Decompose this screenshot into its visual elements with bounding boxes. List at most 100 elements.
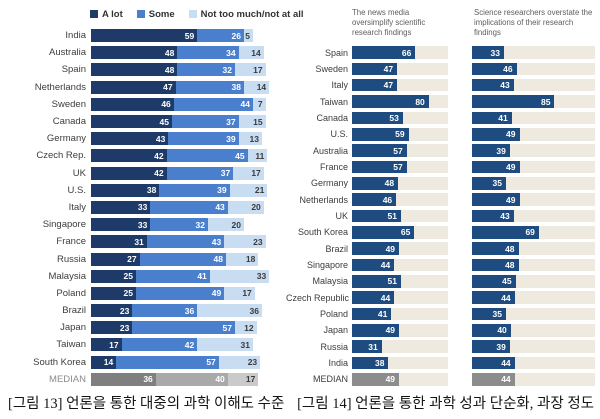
bar-track: 33 — [472, 46, 595, 59]
chart-legend: A lot Some Not too much/not at all — [90, 8, 304, 20]
bar-segment: 43 — [146, 235, 225, 249]
bar-fill: 44 — [472, 373, 515, 386]
bar-track: 43 — [472, 78, 595, 92]
row-label: South Korea — [33, 356, 86, 368]
bar-track: 53 — [352, 111, 448, 125]
bar-segment: 57 — [132, 321, 235, 335]
bar-segment: 42 — [121, 338, 198, 352]
bar-track: 65 — [352, 226, 448, 239]
bar-fill: 40 — [472, 324, 511, 337]
bar-row: India 59 26 5 — [4, 27, 296, 44]
bar-segment: 17 — [233, 166, 264, 180]
legend-swatch-icon — [188, 10, 197, 18]
bar-row: Netherlands 46 49 — [286, 191, 598, 207]
bar-track: 44 — [352, 258, 448, 272]
figure-captions: [그림 13] 언론을 통한 대중의 과학 이해도 수준 [그림 14] 언론을… — [8, 392, 594, 413]
bar-track: 40 — [472, 324, 595, 337]
bar-segment: 48 — [91, 46, 178, 60]
bar-stack: 43 39 13 — [91, 132, 262, 146]
row-label: U.S. — [67, 184, 86, 196]
bar-fill: 39 — [472, 340, 510, 353]
bar-fill: 35 — [472, 177, 506, 190]
bar-row: Taiwan 17 42 31 — [4, 336, 296, 353]
row-label: Poland — [56, 287, 86, 299]
row-label: Sweden — [315, 63, 348, 74]
bar-segment: 5 — [243, 29, 253, 43]
bar-segment: 23 — [91, 321, 133, 335]
caption-fig13: [그림 13] 언론을 통한 대중의 과학 이해도 수준 — [8, 396, 285, 412]
row-label: Russia — [56, 253, 86, 265]
bar-track: 44 — [472, 373, 595, 386]
bar-segment: 43 — [150, 200, 228, 214]
bar-track: 49 — [472, 128, 595, 141]
bar-segment: 36 — [197, 304, 262, 318]
bar-segment: 17 — [227, 372, 259, 386]
bar-track: 49 — [472, 193, 595, 206]
row-label: MEDIAN — [312, 374, 348, 385]
row-label: MEDIAN — [49, 373, 86, 385]
bar-segment: 32 — [177, 63, 235, 77]
bar-row: Spain 48 32 17 — [4, 61, 296, 78]
bar-segment: 11 — [247, 149, 268, 163]
bar-track: 66 — [352, 46, 448, 59]
row-label: Australia — [49, 47, 86, 59]
bar-row: France 57 49 — [286, 159, 598, 175]
row-label: Poland — [319, 309, 348, 320]
row-label: Japan — [60, 322, 86, 334]
row-label: Czech Rep. — [36, 150, 86, 162]
bar-segment: 40 — [155, 372, 228, 386]
bar-segment: 41 — [136, 269, 210, 283]
legend-label: A lot — [102, 8, 123, 20]
bar-row: Canada 53 41 — [286, 110, 598, 126]
legend-item: A lot — [90, 9, 123, 20]
bar-track: 47 — [352, 62, 448, 76]
bar-segment: 42 — [91, 149, 167, 163]
bar-segment: 44 — [173, 97, 253, 111]
bar-segment: 36 — [91, 372, 156, 386]
bar-track: 57 — [352, 144, 448, 157]
row-label: South Korea — [297, 227, 348, 238]
bar-fill: 46 — [472, 62, 517, 76]
bar-segment: 20 — [207, 218, 244, 232]
bar-segment: 45 — [91, 115, 172, 129]
right-chart-headers: The news media oversimplify scientific r… — [352, 8, 598, 38]
bar-segment: 12 — [234, 321, 257, 335]
bar-fill: 57 — [352, 144, 407, 157]
bar-segment: 14 — [91, 355, 117, 369]
legend-item: Some — [136, 8, 175, 20]
bar-track: 80 — [352, 95, 448, 108]
bar-segment: 21 — [229, 183, 268, 197]
bar-track: 49 — [352, 324, 448, 337]
row-label: Germany — [310, 178, 348, 189]
bar-track: 59 — [352, 128, 448, 141]
row-label: Japan — [323, 325, 348, 336]
left-chart-rows: India 59 26 5 Australia 48 34 14 Spain 48 32 17 Neth… — [4, 27, 296, 388]
bar-fill: 47 — [352, 78, 398, 92]
bar-fill: 39 — [472, 144, 510, 157]
bar-stack: 36 40 17 — [91, 372, 259, 386]
bar-track: 31 — [352, 340, 448, 353]
bar-fill: 51 — [352, 275, 401, 288]
legend-swatch-icon — [90, 10, 98, 18]
bar-row: Germany 48 35 — [286, 175, 598, 191]
bar-row: UK 42 37 17 — [4, 165, 296, 182]
bar-row: Japan 23 57 12 — [4, 319, 296, 336]
bar-track: 46 — [352, 193, 448, 206]
row-label: India — [328, 358, 348, 369]
bar-fill: 85 — [472, 95, 555, 108]
bar-segment: 17 — [234, 63, 266, 77]
bar-segment: 25 — [91, 269, 136, 283]
bar-fill: 49 — [352, 373, 400, 386]
bar-segment: 48 — [139, 252, 226, 266]
science-understanding-chart: A lot Some Not too much/not at all India 59… — [4, 8, 304, 388]
bar-stack: 25 49 17 — [91, 286, 255, 300]
bar-fill: 43 — [472, 78, 514, 92]
bar-fill: 38 — [352, 356, 389, 370]
row-label: Australia — [312, 145, 348, 156]
bar-fill: 44 — [472, 291, 515, 304]
row-label: Spain — [324, 47, 348, 58]
row-label: Italy — [68, 201, 86, 213]
legend-label: Some — [148, 8, 175, 20]
bar-segment: 38 — [175, 80, 244, 94]
row-label: Spain — [61, 64, 86, 76]
